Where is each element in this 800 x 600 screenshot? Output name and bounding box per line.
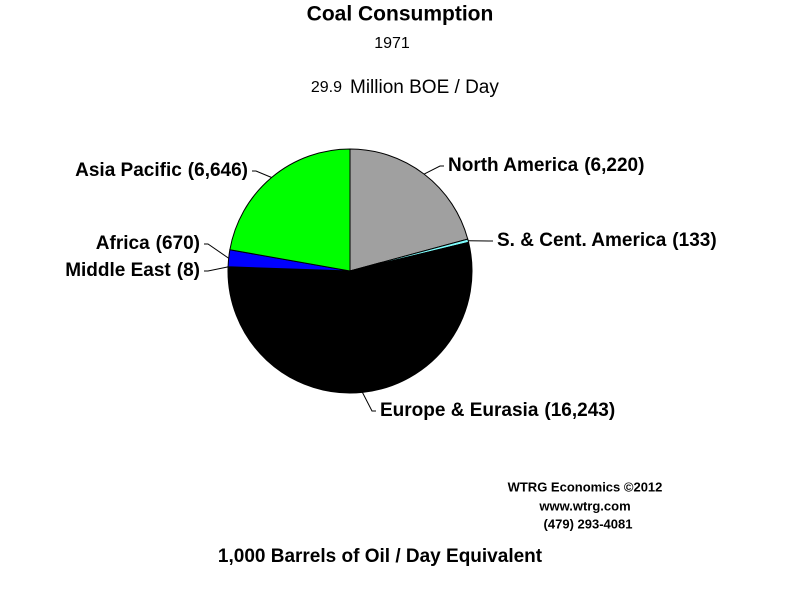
category-name: Asia Pacific <box>75 160 182 181</box>
value-label: (6,220) <box>584 155 644 176</box>
credit: (479) 293-4081 <box>544 516 633 531</box>
category-name: Africa <box>96 233 150 254</box>
leader-line <box>204 266 229 272</box>
category-name: North America <box>448 155 579 176</box>
pie-slice <box>227 241 473 394</box>
credit: WTRG Economics ©2012 <box>508 479 663 494</box>
chart-title: Coal Consumption <box>307 3 494 26</box>
credit: www.wtrg.com <box>538 498 630 513</box>
leader-line <box>204 243 229 259</box>
value-label: (6,646) <box>188 160 248 181</box>
pie-slice <box>229 148 351 272</box>
slice-label: Middle East (8) <box>65 260 200 281</box>
slice-label: Asia Pacific (6,646) <box>75 160 248 181</box>
leader-line <box>361 392 376 412</box>
leader-line <box>252 170 272 178</box>
value-label: (133) <box>672 230 716 251</box>
footer: 1,000 Barrels of Oil / Day Equivalent <box>218 546 543 567</box>
slice-label: S. & Cent. America (133) <box>497 230 717 251</box>
category-name: Europe & Eurasia <box>380 400 539 421</box>
slice-label: North America (6,220) <box>448 155 644 176</box>
chart-subtitle: 1971 <box>374 35 410 52</box>
slice-label: Europe & Eurasia (16,243) <box>380 400 615 421</box>
category-name: Middle East <box>65 260 171 281</box>
leader-line <box>423 165 444 175</box>
slice-label: Africa (670) <box>96 233 200 254</box>
total-unit: Million BOE / Day <box>350 77 499 98</box>
pie-slice <box>349 148 469 272</box>
value-label: (670) <box>156 233 200 254</box>
value-label: (8) <box>177 260 200 281</box>
value-label: (16,243) <box>544 400 615 421</box>
total-value: 29.9 <box>311 79 342 96</box>
category-name: S. & Cent. America <box>497 230 667 251</box>
